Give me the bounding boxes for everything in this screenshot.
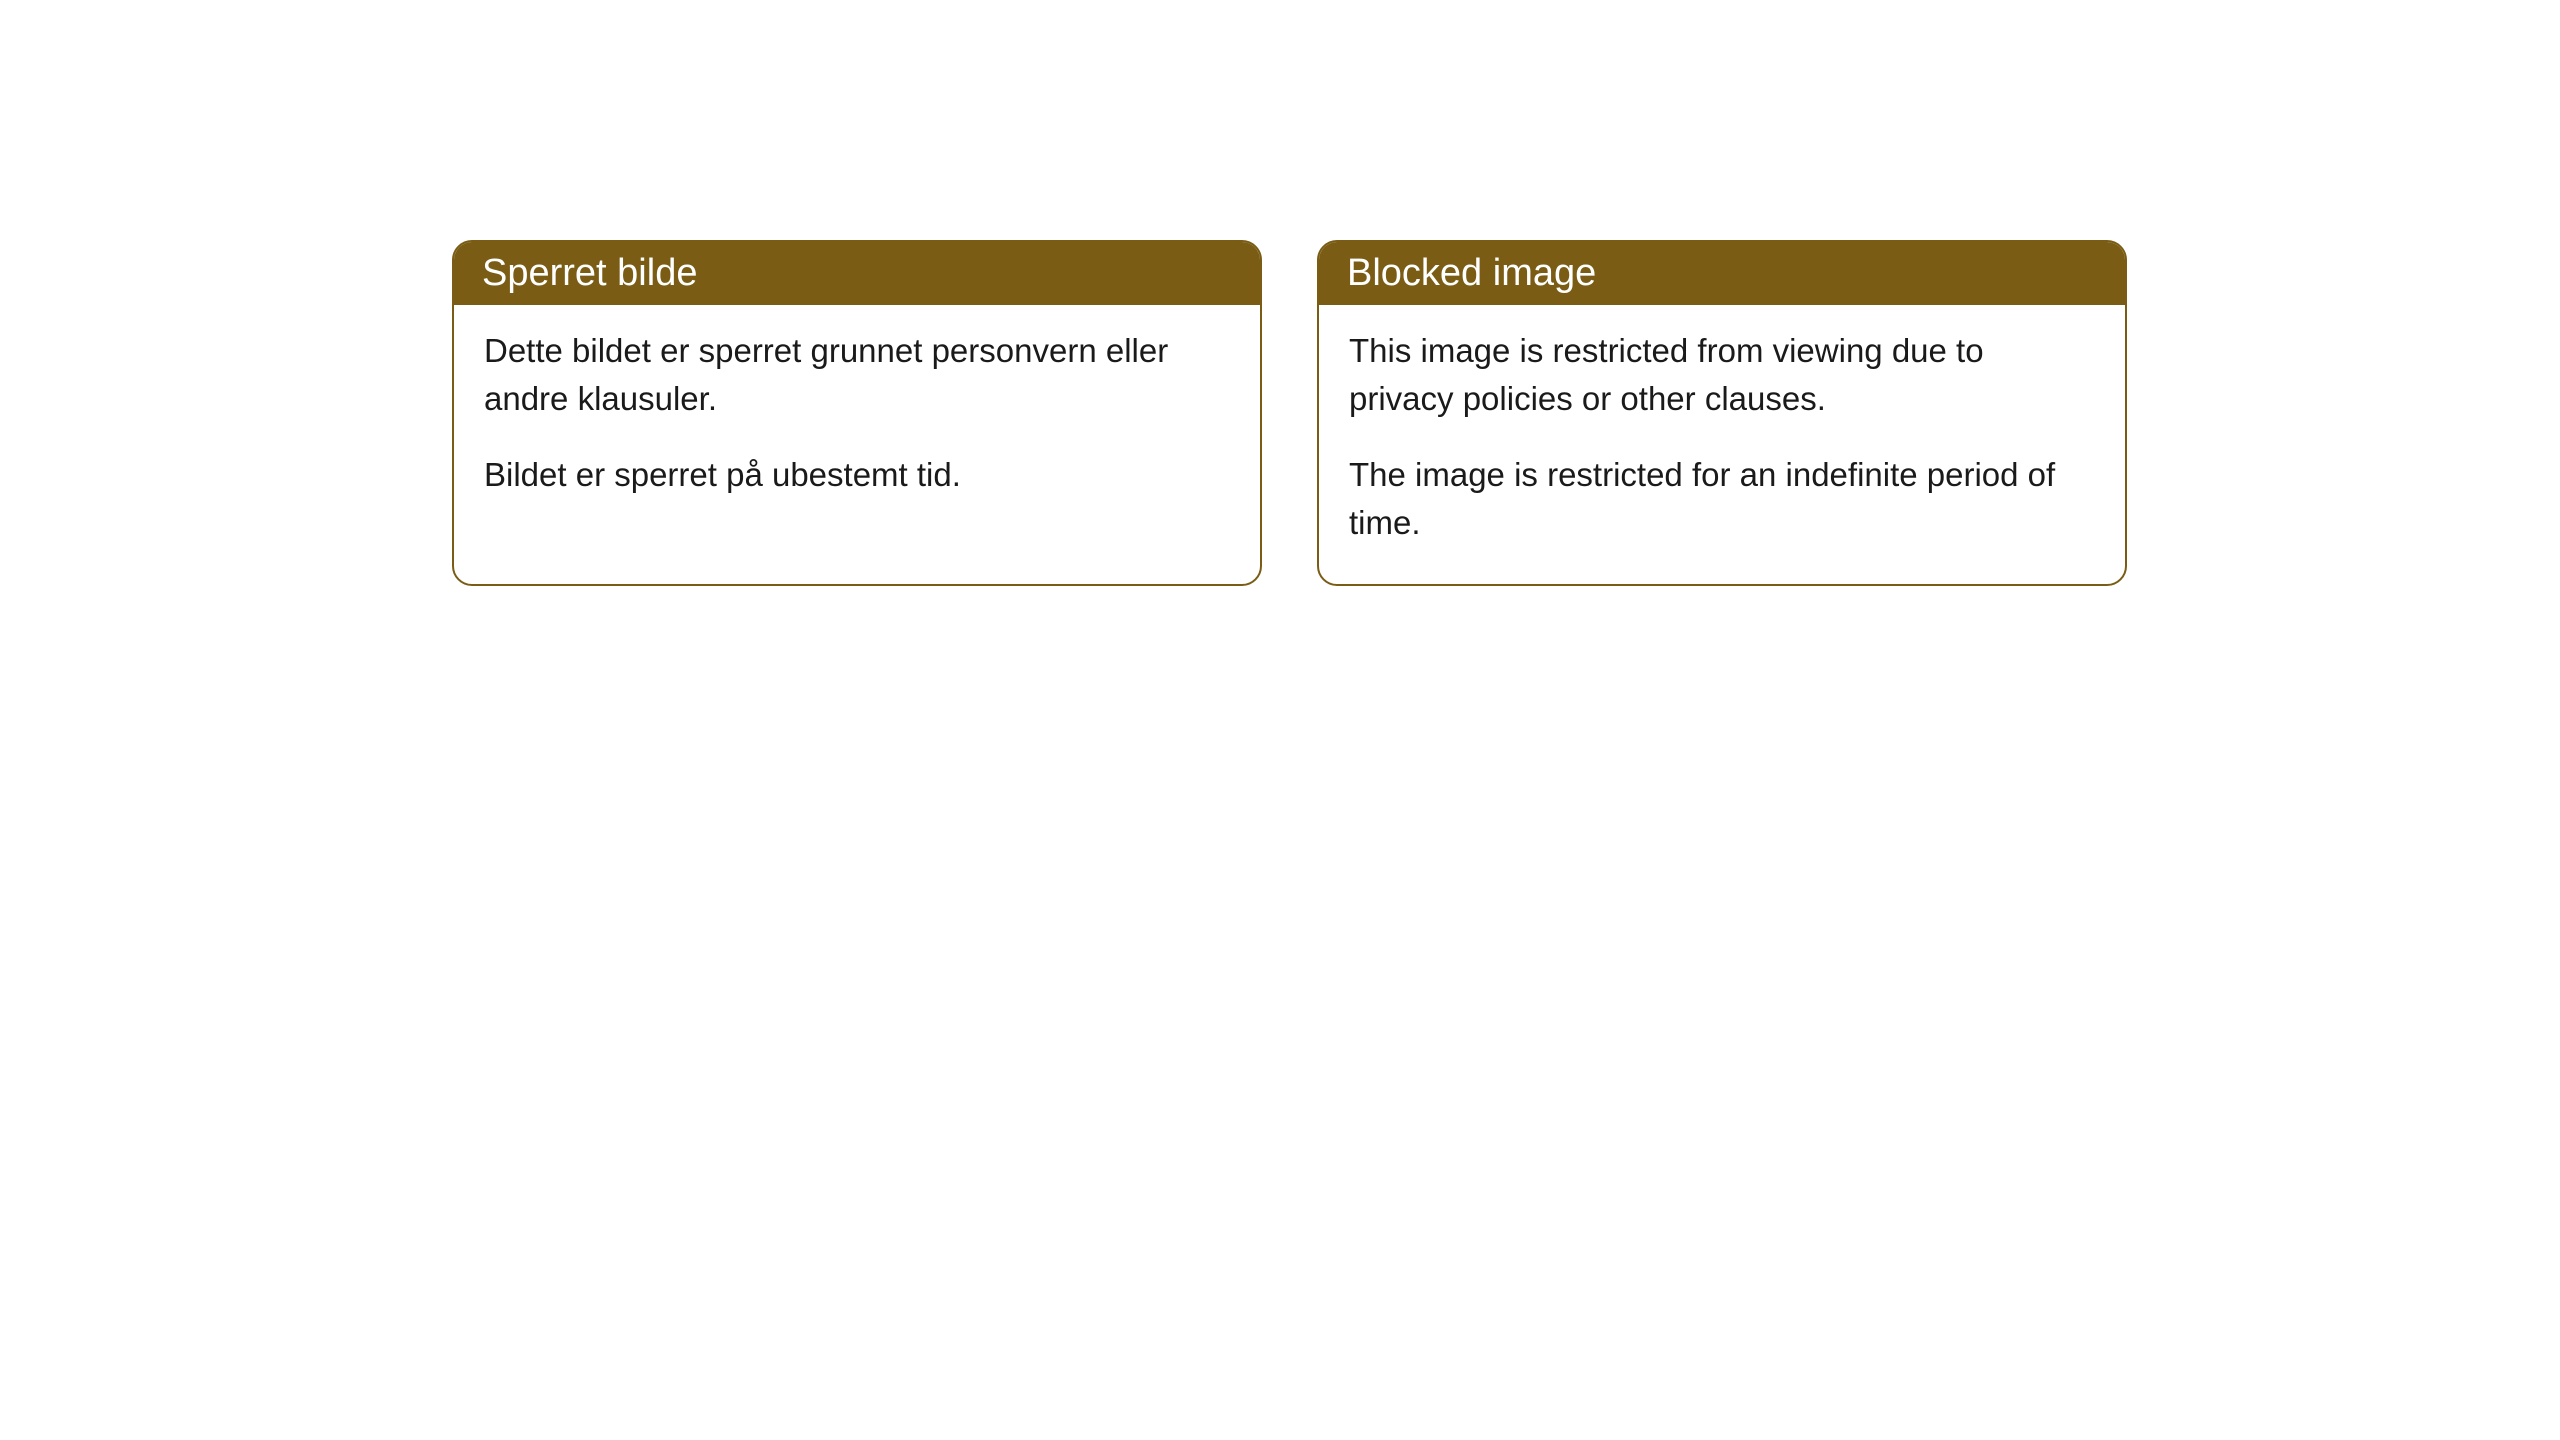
card-body: Dette bildet er sperret grunnet personve… (454, 305, 1260, 537)
card-title: Sperret bilde (482, 252, 697, 294)
card-body: This image is restricted from viewing du… (1319, 305, 2125, 584)
card-header: Sperret bilde (454, 242, 1260, 305)
card-paragraph: The image is restricted for an indefinit… (1349, 451, 2095, 547)
notice-card-norwegian: Sperret bilde Dette bildet er sperret gr… (452, 240, 1262, 586)
card-paragraph: Bildet er sperret på ubestemt tid. (484, 451, 1230, 499)
card-paragraph: Dette bildet er sperret grunnet personve… (484, 327, 1230, 423)
notice-container: Sperret bilde Dette bildet er sperret gr… (452, 240, 2127, 586)
notice-card-english: Blocked image This image is restricted f… (1317, 240, 2127, 586)
card-title: Blocked image (1347, 252, 1596, 294)
card-paragraph: This image is restricted from viewing du… (1349, 327, 2095, 423)
card-header: Blocked image (1319, 242, 2125, 305)
